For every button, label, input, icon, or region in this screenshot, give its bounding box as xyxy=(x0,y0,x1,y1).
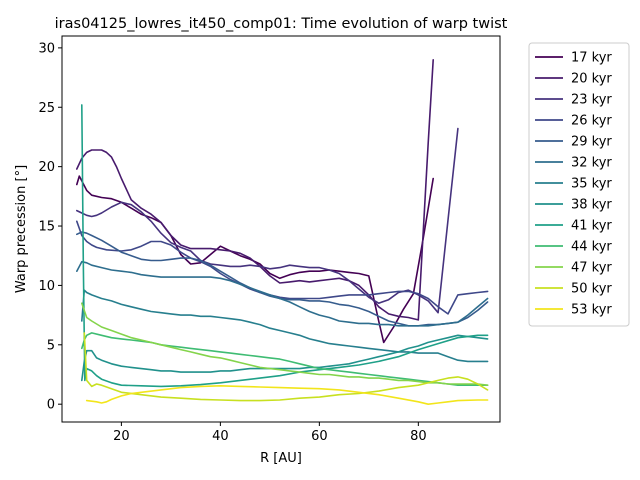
series-line-0 xyxy=(76,175,435,344)
series-line-11 xyxy=(83,332,489,402)
series-line-12 xyxy=(85,384,489,406)
legend-label-12: 53 kyr xyxy=(571,303,612,318)
legend-label-9: 44 kyr xyxy=(571,240,612,255)
legend-label-6: 35 kyr xyxy=(571,177,612,192)
y-tick-label: 25 xyxy=(38,101,55,116)
legend-label-2: 23 kyr xyxy=(571,93,612,108)
y-tick-label: 0 xyxy=(47,398,55,413)
x-axis-label: R [AU] xyxy=(260,451,302,466)
series-line-9 xyxy=(81,332,489,387)
legend-label-1: 20 kyr xyxy=(571,72,612,87)
series-line-2 xyxy=(76,127,459,314)
legend-label-5: 32 kyr xyxy=(571,156,612,171)
legend-label-4: 29 kyr xyxy=(571,135,612,150)
y-axis-label: Warp precession [°] xyxy=(14,165,29,293)
legend-label-0: 17 kyr xyxy=(571,51,612,66)
y-tick-label: 15 xyxy=(38,220,55,235)
x-axis-ticks: 20 40 60 80 xyxy=(113,422,427,444)
series-line-6 xyxy=(81,289,489,363)
chart-title: iras04125_lowres_it450_comp01: Time evol… xyxy=(55,16,508,32)
plot-area: 20 40 60 80 0 5 10 15 20 25 30 xyxy=(38,35,501,444)
legend-box xyxy=(528,42,630,327)
legend-label-3: 26 kyr xyxy=(571,114,612,129)
series-line-10 xyxy=(81,302,489,387)
y-axis-ticks: 0 5 10 15 20 25 30 xyxy=(38,41,62,413)
series-line-5 xyxy=(76,260,489,327)
legend: 17 kyr 20 kyr 23 kyr 26 kyr 29 kyr 32 kyr 35 k… xyxy=(528,42,630,327)
y-tick-label: 20 xyxy=(38,160,55,175)
series-lines xyxy=(76,58,489,406)
axes-frame xyxy=(61,35,501,423)
y-tick-label: 5 xyxy=(47,338,55,353)
series-line-8 xyxy=(81,104,489,388)
legend-label-10: 47 kyr xyxy=(571,261,612,276)
x-tick-label: 40 xyxy=(212,429,229,444)
y-tick-label: 10 xyxy=(38,279,55,294)
x-tick-label: 80 xyxy=(410,429,427,444)
legend-label-7: 38 kyr xyxy=(571,198,612,213)
y-tick-label: 30 xyxy=(38,41,55,56)
legend-label-8: 41 kyr xyxy=(571,219,612,234)
series-line-1 xyxy=(76,58,435,321)
legend-label-11: 50 kyr xyxy=(571,282,612,297)
x-tick-label: 60 xyxy=(311,429,328,444)
x-tick-label: 20 xyxy=(113,429,130,444)
